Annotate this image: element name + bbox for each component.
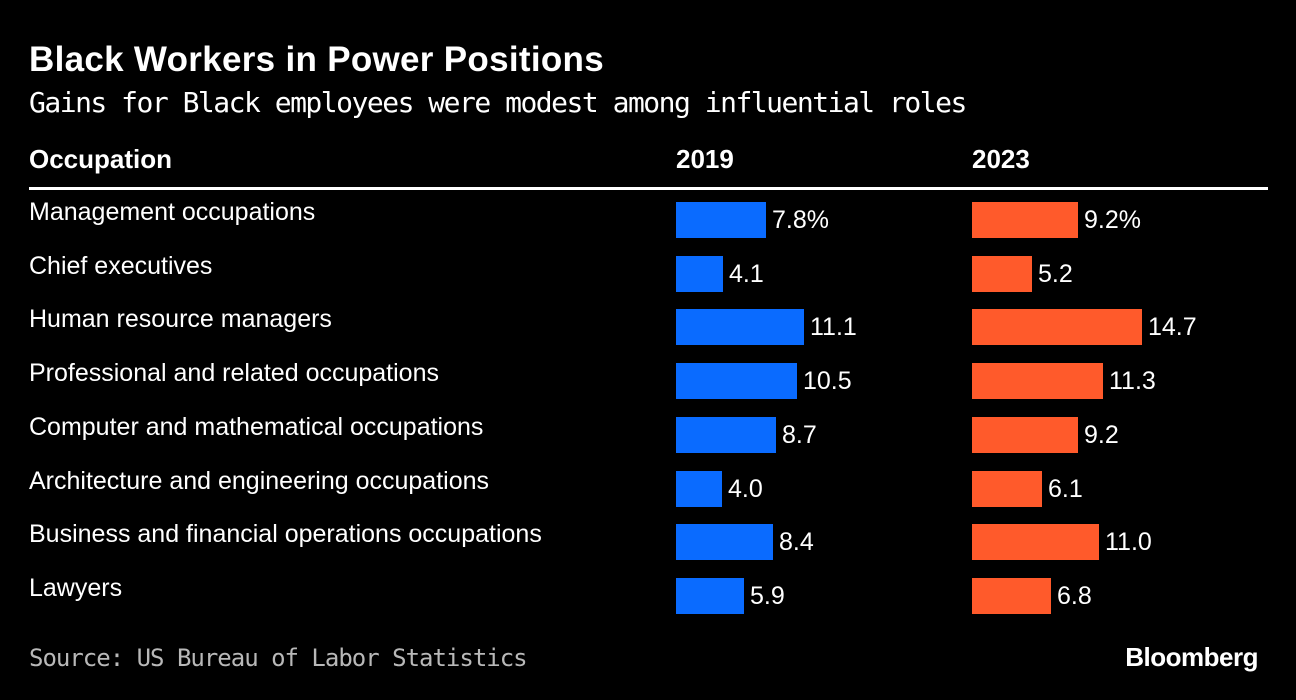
bar-2023 (972, 578, 1051, 614)
chart-subtitle: Gains for Black employees were modest am… (29, 86, 967, 119)
source-note: Source: US Bureau of Labor Statistics (29, 644, 528, 672)
value-label-2023: 9.2% (1084, 206, 1141, 234)
value-label-2023: 6.1 (1048, 475, 1083, 503)
bar-2019 (676, 417, 776, 453)
bar-2019 (676, 202, 766, 238)
occupation-column-header: Occupation (29, 144, 173, 174)
row-label: Professional and related occupations (29, 359, 439, 387)
value-label-2023: 9.2 (1084, 421, 1119, 449)
value-label-2019: 4.0 (728, 475, 763, 503)
bar-2023 (972, 256, 1032, 292)
value-label-2019: 8.7 (782, 421, 817, 449)
value-label-2019: 4.1 (729, 260, 764, 288)
bloomberg-logo: Bloomberg (1125, 642, 1258, 672)
header-divider (29, 187, 1268, 190)
value-label-2019: 5.9 (750, 582, 785, 610)
bar-2019 (676, 309, 804, 345)
year-2019-column-header: 2019 (676, 144, 734, 174)
bar-2023 (972, 417, 1078, 453)
bar-2023 (972, 471, 1042, 507)
bar-2023 (972, 202, 1078, 238)
bar-2019 (676, 578, 744, 614)
value-label-2023: 11.0 (1105, 528, 1152, 556)
year-2023-column-header: 2023 (972, 144, 1030, 174)
bar-2019 (676, 256, 723, 292)
bar-2019 (676, 524, 773, 560)
value-label-2023: 6.8 (1057, 582, 1092, 610)
row-label: Chief executives (29, 252, 213, 280)
row-label: Lawyers (29, 574, 123, 602)
row-label: Computer and mathematical occupations (29, 413, 484, 441)
bar-2023 (972, 363, 1103, 399)
value-label-2023: 5.2 (1038, 260, 1073, 288)
bar-2023 (972, 309, 1142, 345)
row-label: Architecture and engineering occupations (29, 467, 490, 495)
bar-2019 (676, 363, 797, 399)
row-label: Management occupations (29, 198, 316, 226)
value-label-2023: 14.7 (1148, 313, 1197, 341)
value-label-2023: 11.3 (1109, 367, 1156, 395)
row-label: Human resource managers (29, 305, 332, 333)
value-label-2019: 8.4 (779, 528, 814, 556)
row-label: Business and financial operations occupa… (29, 520, 542, 548)
chart-title: Black Workers in Power Positions (29, 40, 604, 79)
bar-2023 (972, 524, 1099, 560)
bar-2019 (676, 471, 722, 507)
value-label-2019: 7.8% (772, 206, 829, 234)
value-label-2019: 10.5 (803, 367, 852, 395)
value-label-2019: 11.1 (810, 313, 857, 341)
